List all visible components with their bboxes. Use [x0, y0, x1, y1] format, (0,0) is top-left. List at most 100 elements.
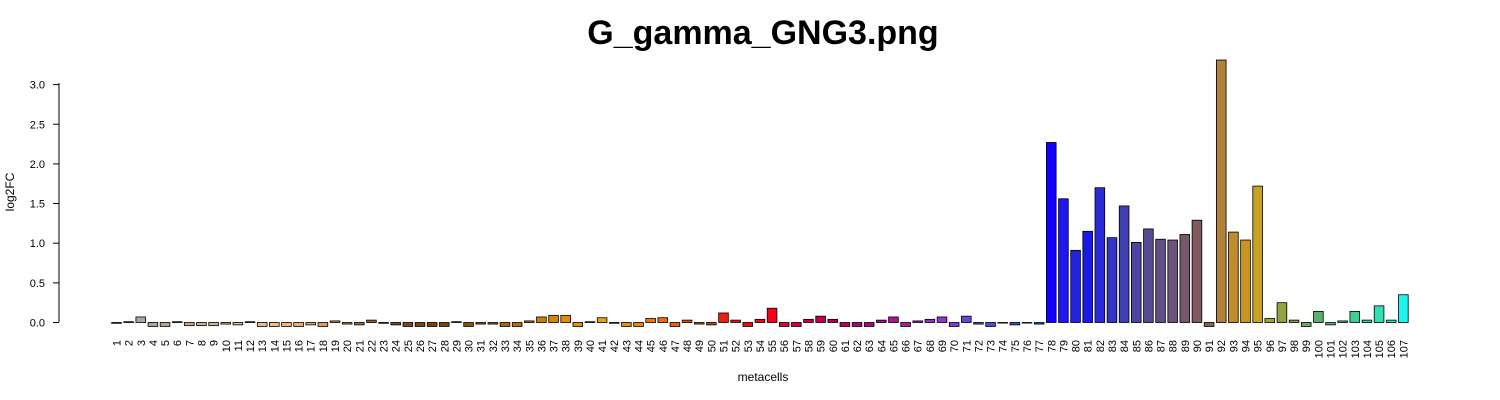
x-tick-label: 41: [597, 340, 609, 352]
x-tick-label: 84: [1119, 340, 1131, 352]
bar: [706, 322, 717, 326]
x-tick-label: 74: [998, 340, 1010, 352]
x-tick-label: 32: [488, 340, 500, 352]
x-tick-label: 34: [512, 340, 524, 352]
x-tick-label: 2: [124, 340, 136, 346]
x-tick-label: 29: [451, 340, 463, 352]
bar: [1215, 59, 1227, 323]
x-tick-label: 46: [658, 340, 670, 352]
bar: [499, 322, 511, 327]
x-tick-label: 50: [706, 340, 718, 352]
bar: [560, 314, 571, 323]
y-tick-label: 0.0: [30, 318, 45, 330]
bar: [378, 322, 389, 324]
bar: [827, 318, 839, 323]
x-axis-label: metacells: [738, 370, 789, 384]
bar: [1131, 242, 1142, 323]
y-axis-label: log2FC: [3, 172, 17, 211]
x-tick-label: 95: [1253, 340, 1265, 352]
bar: [924, 318, 936, 323]
bar: [451, 321, 462, 323]
x-tick-label: 83: [1107, 340, 1119, 352]
x-tick-label: 44: [634, 340, 646, 352]
bar: [1058, 198, 1069, 323]
bar: [718, 312, 729, 323]
x-tick-label: 22: [366, 340, 378, 352]
bar: [1373, 305, 1385, 323]
bar: [1021, 322, 1033, 324]
bar: [669, 322, 681, 327]
bar: [681, 319, 693, 323]
x-tick-label: 94: [1241, 340, 1253, 352]
bar: [961, 315, 972, 323]
bar: [645, 318, 656, 323]
x-tick-label: 58: [803, 340, 815, 352]
bar: [973, 322, 984, 325]
bar: [1082, 230, 1093, 323]
x-tick-label: 107: [1398, 340, 1410, 358]
bar: [1155, 238, 1166, 323]
x-tick-label: 88: [1168, 340, 1180, 352]
x-tick-label: 33: [500, 340, 512, 352]
bar: [1264, 318, 1276, 323]
bar: [1033, 322, 1045, 325]
bar: [730, 319, 741, 323]
x-tick-label: 20: [342, 340, 354, 352]
bar: [1009, 322, 1021, 326]
y-tick-label: 0.5: [30, 278, 45, 290]
x-tick-label: 7: [184, 340, 196, 346]
bar: [1313, 310, 1324, 323]
bar: [269, 322, 280, 327]
x-tick-label: 105: [1374, 340, 1386, 358]
x-tick-label: 89: [1180, 340, 1192, 352]
x-tick-labels: 1 2 3 4 5 6 7 8 9 10 11 12 13 14 15 16 17 18 19 20 21 22 23 24 2…: [112, 340, 1411, 358]
x-tick-label: 28: [439, 340, 451, 352]
bar: [439, 322, 450, 327]
bar: [803, 318, 814, 323]
x-tick-label: 79: [1058, 340, 1070, 352]
bar: [111, 322, 122, 324]
bar: [596, 317, 608, 323]
x-tick-label: 100: [1313, 340, 1325, 358]
x-tick-label: 5: [160, 340, 172, 346]
x-tick-label: 82: [1095, 340, 1107, 352]
x-tick-label: 106: [1386, 340, 1398, 358]
bar: [900, 322, 911, 327]
bar: [1046, 142, 1057, 323]
bar: [621, 322, 632, 327]
bar: [1325, 322, 1336, 326]
bar: [1106, 237, 1118, 323]
x-tick-label: 71: [961, 340, 973, 352]
x-tick-label: 8: [196, 340, 208, 346]
x-tick-label: 81: [1083, 340, 1095, 352]
bar: [888, 316, 899, 323]
bar: [135, 316, 147, 323]
x-tick-label: 25: [403, 340, 415, 352]
x-tick-label: 51: [719, 340, 731, 352]
x-tick-label: 10: [221, 340, 233, 352]
bar: [839, 322, 851, 327]
x-tick-label: 40: [585, 340, 597, 352]
x-tick-label: 98: [1289, 340, 1301, 352]
bar: [329, 320, 341, 323]
bar: [608, 322, 620, 324]
x-tick-label: 3: [136, 340, 148, 346]
bar: [414, 322, 426, 327]
bar: [936, 316, 948, 323]
x-tick-label: 80: [1071, 340, 1083, 352]
bar: [1203, 322, 1215, 327]
bar: [305, 322, 316, 326]
x-tick-label: 93: [1228, 340, 1240, 352]
bar: [633, 322, 644, 327]
x-tick-label: 47: [670, 340, 682, 352]
x-tick-label: 104: [1362, 340, 1374, 358]
x-tick-label: 6: [172, 340, 184, 346]
x-tick-label: 99: [1301, 340, 1313, 352]
bar: [876, 319, 887, 323]
bar: [208, 322, 219, 327]
bar: [390, 322, 401, 326]
bar: [402, 322, 414, 327]
bar: [1179, 234, 1191, 323]
bar: [948, 322, 960, 327]
